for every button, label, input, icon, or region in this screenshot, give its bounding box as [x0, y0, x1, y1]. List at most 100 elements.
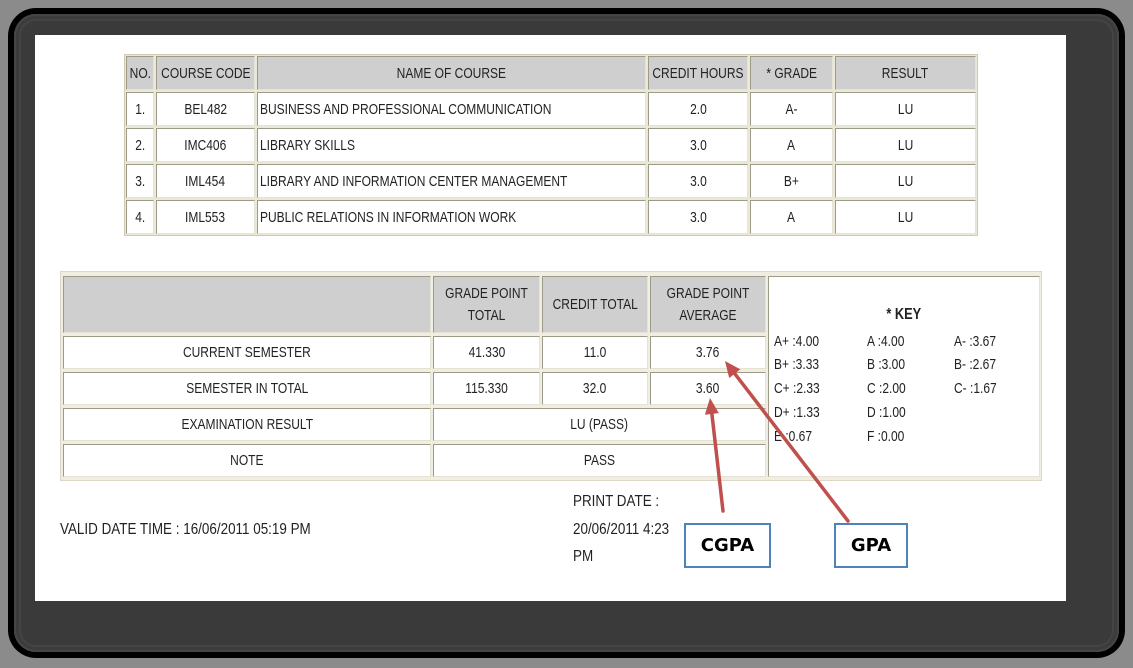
cell-no: 4. — [126, 200, 154, 234]
row-label: NOTE — [63, 444, 431, 477]
cell-text: 2. — [134, 136, 145, 154]
header-grade-point-average: GRADE POINT AVERAGE — [650, 276, 766, 333]
cell-text: 3. — [134, 172, 145, 190]
cell-text: LU — [897, 100, 914, 118]
grade-key-panel: * KEY A+ :4.00 A :4.00 A- :3.67 B+ :3.33… — [768, 276, 1040, 477]
header-label: COURSE CODE — [160, 64, 251, 82]
cell-course-code: IMC406 — [156, 128, 255, 162]
cell-text: SEMESTER IN TOTAL — [185, 380, 309, 397]
cell-result: LU — [835, 200, 976, 234]
cell-course-name: LIBRARY AND INFORMATION CENTER MANAGEMEN… — [257, 164, 646, 198]
print-date-value: 20/06/2011 4:23 — [573, 521, 670, 538]
header-label: CREDIT TOTAL — [552, 296, 638, 313]
cell-credit-hours: 2.0 — [648, 92, 748, 126]
cell-text: B+ — [783, 172, 799, 190]
cell-grade: A- — [750, 92, 833, 126]
cell-grade-point-total: 115.330 — [433, 372, 540, 405]
header-grade: * GRADE — [750, 56, 833, 90]
header-label: RESULT — [882, 64, 929, 82]
cell-text: 1. — [134, 100, 145, 118]
cell-result: LU — [835, 164, 976, 198]
grade-key-item: E :0.67 — [774, 428, 813, 445]
cell-text: IML454 — [185, 172, 226, 190]
cell-text: 32.0 — [583, 380, 607, 397]
header-course-code: COURSE CODE — [156, 56, 255, 90]
grade-key-item: B- :2.67 — [954, 356, 997, 373]
cell-course-name: LIBRARY SKILLS — [257, 128, 646, 162]
cell-text: PASS — [583, 452, 616, 469]
grade-key-title: * KEY — [769, 306, 1039, 324]
cell-examination-result: LU (PASS) — [433, 408, 766, 441]
header-label: NO. — [129, 64, 151, 82]
cell-text: CURRENT SEMESTER — [183, 344, 311, 361]
grade-key-item: D :1.00 — [867, 404, 906, 421]
row-label: SEMESTER IN TOTAL — [63, 372, 431, 405]
cell-cgpa: 3.60 — [650, 372, 766, 405]
cell-text: 41.330 — [468, 344, 505, 361]
header-label: GRADE POINT AVERAGE — [666, 284, 750, 324]
header-label: NAME OF COURSE — [396, 64, 507, 82]
cell-grade-point-total: 41.330 — [433, 336, 540, 369]
grade-key-item: D+ :1.33 — [774, 404, 820, 421]
cell-gpa: 3.76 — [650, 336, 766, 369]
cell-text: LU — [897, 208, 914, 226]
cell-course-name: BUSINESS AND PROFESSIONAL COMMUNICATION — [257, 92, 646, 126]
cell-text: BEL482 — [184, 100, 227, 118]
gpa-callout-label: GPA — [850, 535, 892, 556]
cell-no: 1. — [126, 92, 154, 126]
grade-key-item: C- :1.67 — [954, 380, 997, 397]
cell-text: A- — [785, 100, 798, 118]
cell-grade: A — [750, 128, 833, 162]
grade-key-item: F :0.00 — [867, 428, 905, 445]
cell-course-code: IML553 — [156, 200, 255, 234]
cell-text: NOTE — [230, 452, 264, 469]
cell-text: 3.0 — [689, 208, 707, 226]
cgpa-callout-label: CGPA — [700, 535, 755, 556]
grade-key-title-text: * KEY — [886, 306, 922, 323]
grade-key-item: A+ :4.00 — [774, 333, 820, 350]
cell-text: A — [787, 208, 796, 226]
gpa-callout: GPA — [834, 523, 908, 568]
row-label: EXAMINATION RESULT — [63, 408, 431, 441]
cell-credit-hours: 3.0 — [648, 128, 748, 162]
grade-key-item: A- :3.67 — [954, 333, 997, 350]
cgpa-callout: CGPA — [684, 523, 771, 568]
print-date-ampm: PM — [573, 548, 594, 565]
print-date-label: PRINT DATE : — [573, 493, 660, 510]
cell-text: LIBRARY SKILLS — [260, 136, 355, 154]
cell-text: LIBRARY AND INFORMATION CENTER MANAGEMEN… — [260, 172, 568, 190]
grade-key-item: B+ :3.33 — [774, 356, 820, 373]
cell-text: LU — [897, 136, 914, 154]
grade-key-item: A :4.00 — [867, 333, 905, 350]
cell-text: IML553 — [185, 208, 226, 226]
cell-text: 3.0 — [689, 172, 707, 190]
valid-date-time: VALID DATE TIME : 16/06/2011 05:19 PM — [60, 521, 311, 538]
cell-course-code: BEL482 — [156, 92, 255, 126]
gpa-value: 3.76 — [696, 344, 720, 361]
cell-result: LU — [835, 92, 976, 126]
cell-text: PUBLIC RELATIONS IN INFORMATION WORK — [260, 208, 517, 226]
cell-text: BUSINESS AND PROFESSIONAL COMMUNICATION — [260, 100, 552, 118]
header-label: * GRADE — [766, 64, 817, 82]
cgpa-value: 3.60 — [696, 380, 720, 397]
cell-text: 115.330 — [465, 380, 508, 397]
row-label: CURRENT SEMESTER — [63, 336, 431, 369]
header-blank — [63, 276, 431, 333]
cell-text: IMC406 — [184, 136, 227, 154]
cell-result: LU — [835, 128, 976, 162]
cell-text: 4. — [134, 208, 145, 226]
cell-text: A — [787, 136, 796, 154]
cell-credit-hours: 3.0 — [648, 164, 748, 198]
cell-course-code: IML454 — [156, 164, 255, 198]
header-course-name: NAME OF COURSE — [257, 56, 646, 90]
cell-no: 3. — [126, 164, 154, 198]
header-grade-point-total: GRADE POINT TOTAL — [433, 276, 540, 333]
cell-course-name: PUBLIC RELATIONS IN INFORMATION WORK — [257, 200, 646, 234]
cell-credit-total: 11.0 — [542, 336, 648, 369]
grade-key-item: B :3.00 — [867, 356, 906, 373]
cell-credit-hours: 3.0 — [648, 200, 748, 234]
cell-text: LU (PASS) — [570, 416, 629, 433]
header-label: GRADE POINT TOTAL — [445, 284, 528, 324]
cell-credit-total: 32.0 — [542, 372, 648, 405]
course-results-table: NO. COURSE CODE NAME OF COURSE CREDIT HO… — [124, 54, 978, 236]
